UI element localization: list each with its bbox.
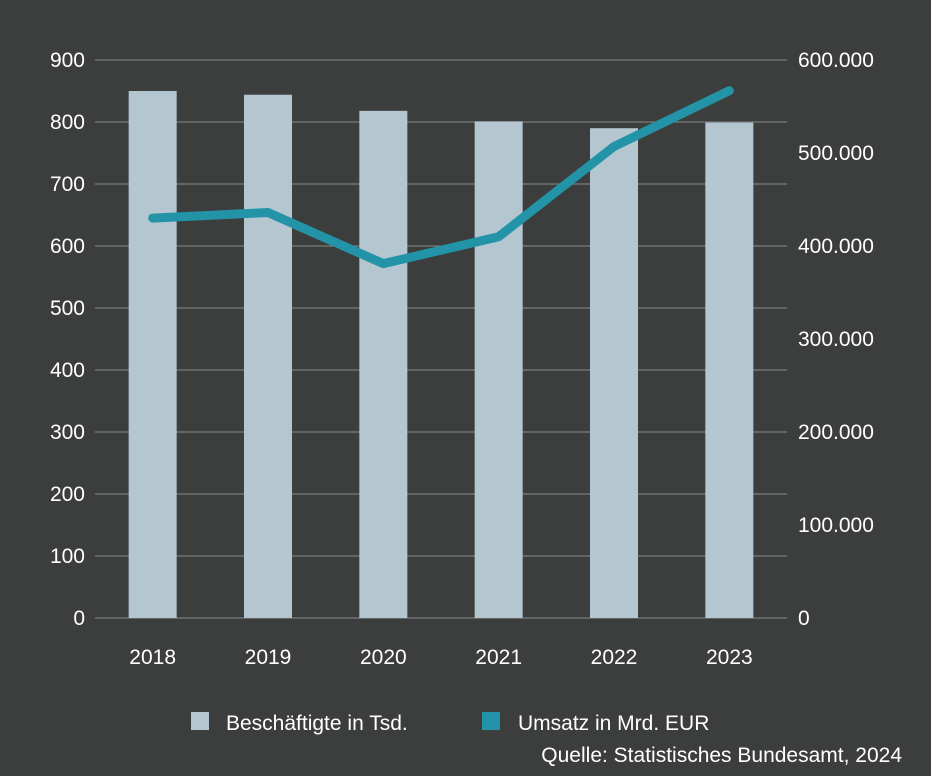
x-tick-label-2021: 2021 <box>475 646 522 669</box>
x-tick-label-2019: 2019 <box>245 646 292 669</box>
bar-2018 <box>128 91 177 618</box>
y-left-tick-label-1: 100 <box>50 545 85 568</box>
y-axis-left: 0 100 200 300 400 500 600 700 800 900 <box>50 49 85 630</box>
bar-2020 <box>359 110 408 618</box>
bar-series <box>128 91 754 619</box>
y-left-tick-label-7: 700 <box>50 173 85 196</box>
legend-label-revenue: Umsatz in Mrd. EUR <box>518 712 709 735</box>
bar-2021 <box>474 121 523 618</box>
x-tick-label-2023: 2023 <box>706 646 753 669</box>
y-left-tick-label-6: 600 <box>50 235 85 258</box>
y-left-tick-label-2: 200 <box>50 483 85 506</box>
legend-swatch-revenue <box>482 712 500 730</box>
y-right-tick-label-6: 600.000 <box>798 49 874 72</box>
x-axis: 2018 2019 2020 2021 2022 2023 <box>129 646 752 669</box>
y-right-tick-label-3: 300.000 <box>798 328 874 351</box>
line-series <box>148 86 734 269</box>
legend-swatch-employees <box>191 712 209 730</box>
y-left-tick-label-8: 800 <box>50 111 85 134</box>
y-right-tick-label-5: 500.000 <box>798 142 874 165</box>
source-note: Quelle: Statistisches Bundesamt, 2024 <box>541 744 902 767</box>
y-right-tick-label-4: 400.000 <box>798 235 874 258</box>
revenue-line <box>148 86 734 269</box>
legend: Beschäftigte in Tsd. Umsatz in Mrd. EUR <box>191 712 709 735</box>
y-axis-right: 0 100.000 200.000 300.000 400.000 500.000 600.… <box>798 49 874 630</box>
y-left-tick-label-0: 0 <box>73 607 85 630</box>
y-left-tick-label-4: 400 <box>50 359 85 382</box>
y-left-tick-label-5: 500 <box>50 297 85 320</box>
x-tick-label-2020: 2020 <box>360 646 407 669</box>
bar-2023 <box>705 122 754 619</box>
y-right-tick-label-2: 200.000 <box>798 421 874 444</box>
y-left-tick-label-3: 300 <box>50 421 85 444</box>
legend-label-employees: Beschäftigte in Tsd. <box>226 712 408 735</box>
x-tick-label-2022: 2022 <box>591 646 638 669</box>
y-right-tick-label-1: 100.000 <box>798 514 874 537</box>
y-right-tick-label-0: 0 <box>798 607 810 630</box>
bar-2022 <box>590 128 638 618</box>
bar-2019 <box>244 94 292 619</box>
y-left-tick-label-9: 900 <box>50 49 85 72</box>
gridlines <box>95 59 787 619</box>
x-tick-label-2018: 2018 <box>129 646 176 669</box>
